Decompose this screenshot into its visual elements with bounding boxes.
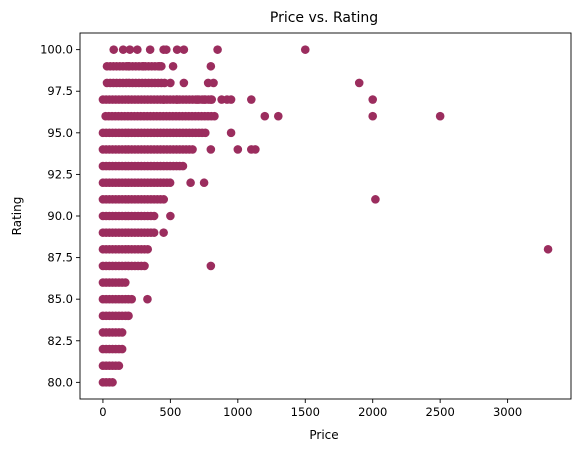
y-tick-label: 95.0 bbox=[47, 126, 73, 140]
data-point bbox=[368, 95, 378, 104]
x-tick-label: 2000 bbox=[358, 405, 387, 419]
data-point bbox=[260, 111, 270, 121]
data-point bbox=[145, 45, 155, 54]
data-point bbox=[199, 178, 209, 188]
data-point bbox=[124, 311, 133, 321]
x-tick-label: 1000 bbox=[223, 405, 252, 419]
data-point bbox=[186, 178, 195, 188]
data-point bbox=[159, 195, 169, 204]
x-tick-label: 1500 bbox=[291, 405, 320, 419]
data-point bbox=[206, 95, 216, 104]
data-point bbox=[162, 45, 171, 54]
data-point bbox=[166, 211, 175, 221]
data-point bbox=[139, 61, 148, 71]
x-tick-label: 3000 bbox=[493, 405, 522, 419]
data-point bbox=[143, 244, 153, 254]
data-point bbox=[165, 178, 175, 188]
y-tick-label: 90.0 bbox=[47, 209, 73, 223]
data-point bbox=[179, 78, 189, 88]
data-point bbox=[179, 45, 189, 54]
data-point bbox=[300, 45, 310, 54]
data-point bbox=[172, 45, 182, 54]
data-point bbox=[108, 378, 117, 387]
data-point bbox=[155, 61, 164, 71]
data-point bbox=[226, 95, 236, 104]
data-point bbox=[210, 111, 219, 121]
x-axis-title: Price bbox=[309, 428, 338, 442]
data-point bbox=[121, 278, 130, 287]
data-point bbox=[354, 78, 364, 88]
y-tick-label: 87.5 bbox=[47, 251, 73, 265]
data-point bbox=[133, 45, 142, 54]
data-point bbox=[435, 111, 445, 121]
points-layer bbox=[98, 45, 553, 387]
data-point bbox=[166, 78, 175, 88]
y-tick-label: 82.5 bbox=[47, 334, 73, 348]
data-point bbox=[206, 261, 216, 271]
data-point bbox=[114, 361, 124, 371]
data-point bbox=[543, 244, 553, 254]
data-point bbox=[118, 45, 128, 54]
data-point bbox=[206, 145, 216, 154]
data-point bbox=[109, 45, 119, 54]
data-point bbox=[188, 145, 197, 154]
data-point bbox=[149, 228, 159, 237]
y-axis-title: Rating bbox=[10, 197, 24, 236]
data-point bbox=[140, 261, 149, 271]
data-point bbox=[199, 95, 209, 104]
data-point bbox=[209, 78, 218, 88]
data-point bbox=[127, 294, 137, 304]
x-tick-label: 0 bbox=[99, 405, 106, 419]
data-point bbox=[251, 145, 260, 154]
data-point bbox=[124, 61, 133, 71]
data-point bbox=[201, 128, 210, 138]
data-point bbox=[273, 111, 283, 121]
chart-title: Price vs. Rating bbox=[270, 10, 378, 26]
data-point bbox=[213, 45, 222, 54]
x-tick-label: 500 bbox=[159, 405, 181, 419]
data-point bbox=[178, 161, 188, 171]
data-point bbox=[193, 95, 202, 104]
y-tick-label: 97.5 bbox=[47, 84, 73, 98]
data-point bbox=[233, 145, 243, 154]
data-point bbox=[371, 195, 380, 204]
y-tick-label: 92.5 bbox=[47, 167, 73, 181]
data-point bbox=[368, 111, 378, 121]
data-point bbox=[117, 328, 127, 337]
data-point bbox=[149, 211, 159, 221]
data-point bbox=[159, 95, 168, 104]
y-tick-label: 85.0 bbox=[47, 292, 73, 306]
x-tick-label: 2500 bbox=[426, 405, 455, 419]
data-point bbox=[117, 344, 127, 354]
data-point bbox=[172, 95, 182, 104]
data-point bbox=[247, 95, 256, 104]
y-tick-label: 100.0 bbox=[40, 43, 73, 57]
data-point bbox=[125, 45, 135, 54]
data-point bbox=[206, 61, 216, 71]
data-point bbox=[143, 294, 152, 304]
data-point bbox=[226, 128, 236, 138]
axes-layer: 0 500 1000 1500 2000 2500 3000 80.0 82.5 85.0 87.5… bbox=[40, 32, 572, 419]
y-tick-label: 80.0 bbox=[47, 375, 73, 389]
data-point bbox=[168, 61, 178, 71]
data-point bbox=[159, 228, 168, 237]
